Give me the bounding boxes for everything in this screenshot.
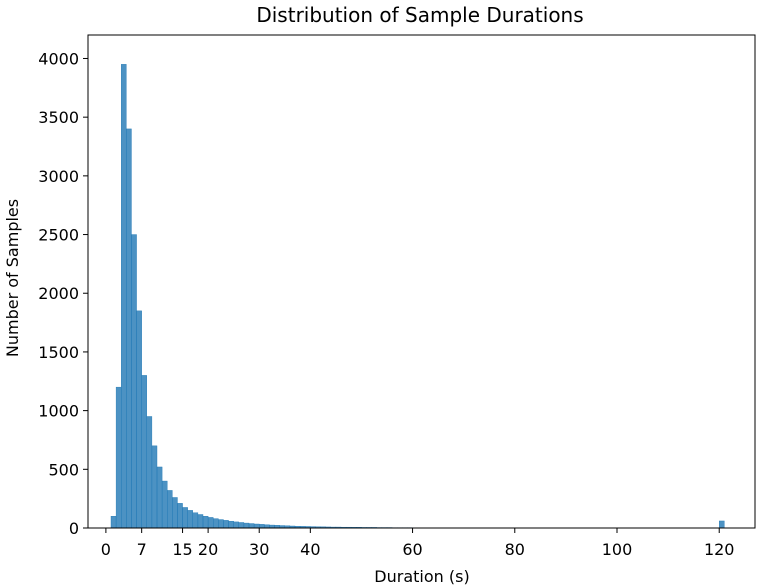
histogram-bar xyxy=(192,512,199,529)
y-tick-label: 4000 xyxy=(38,49,79,68)
histogram-bar xyxy=(207,517,214,529)
histogram-bar xyxy=(172,497,178,529)
histogram-bar xyxy=(131,234,137,529)
y-tick-label: 2000 xyxy=(38,284,79,303)
x-tick-label: 120 xyxy=(704,540,735,559)
plot-frame xyxy=(87,34,756,529)
histogram-bar xyxy=(156,466,163,529)
histogram-bar xyxy=(253,523,260,529)
x-tick-label: 0 xyxy=(101,540,111,559)
y-tick-label: 1500 xyxy=(38,343,79,362)
histogram-bar xyxy=(228,520,234,529)
histogram-bar xyxy=(161,480,168,529)
x-highlight-tick-label: 30 xyxy=(249,540,269,559)
histogram-bar xyxy=(243,522,250,529)
histogram-bar xyxy=(719,520,725,529)
histogram-bar xyxy=(233,521,239,529)
y-tick-label: 3500 xyxy=(38,108,79,127)
histogram-bar xyxy=(177,503,183,529)
histogram-bar xyxy=(187,510,193,529)
histogram-bar xyxy=(202,516,209,529)
chart-title: Distribution of Sample Durations xyxy=(256,3,583,27)
histogram-bars xyxy=(110,64,725,529)
histogram-bar xyxy=(151,445,158,529)
histogram-bar xyxy=(259,524,265,529)
y-tick-label: 2500 xyxy=(38,226,79,245)
x-tick-label: 100 xyxy=(602,540,633,559)
x-highlight-tick-label: 15 xyxy=(172,540,192,559)
x-tick-label: 60 xyxy=(402,540,422,559)
y-tick-label: 0 xyxy=(69,519,79,538)
x-highlight-tick-label: 7 xyxy=(137,540,147,559)
histogram-bar xyxy=(141,375,147,529)
histogram-bar xyxy=(248,523,255,529)
histogram-bar xyxy=(238,522,245,529)
histogram-bar xyxy=(182,507,188,529)
histogram-bar xyxy=(126,128,132,529)
y-tick-label: 1000 xyxy=(38,402,79,421)
y-axis: 0 500 1000 1500 2000 2500 3000 3500 4000 xyxy=(38,49,88,538)
histogram-bar xyxy=(136,310,142,529)
x-tick-label: 20 xyxy=(198,540,218,559)
histogram-bar xyxy=(197,514,204,529)
y-tick-label: 3000 xyxy=(38,167,79,186)
x-axis-title: Duration (s) xyxy=(374,567,469,585)
y-tick-label: 500 xyxy=(48,460,79,479)
x-tick-label: 40 xyxy=(300,540,320,559)
x-tick-label: 80 xyxy=(505,540,525,559)
histogram-bar xyxy=(218,519,224,529)
histogram-bar xyxy=(223,520,229,529)
histogram-bar xyxy=(167,490,173,529)
y-axis-title: Number of Samples xyxy=(3,199,22,357)
histogram-bar xyxy=(146,416,153,529)
x-axis: 0 20 40 60 80 100 120 7 15 30 xyxy=(101,528,735,559)
histogram-bar xyxy=(115,386,122,529)
histogram-bar xyxy=(110,516,117,529)
histogram-bar xyxy=(213,518,219,529)
histogram-bar xyxy=(121,64,127,529)
